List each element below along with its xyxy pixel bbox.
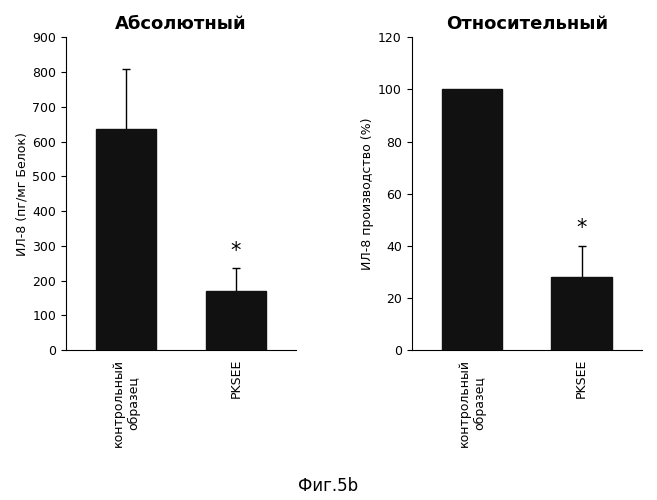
Title: Абсолютный: Абсолютный: [115, 15, 247, 33]
Bar: [96, 130, 156, 350]
Bar: [206, 291, 266, 350]
Y-axis label: ИЛ-8 (пг/мг Белок): ИЛ-8 (пг/мг Белок): [15, 132, 28, 256]
Bar: [551, 277, 612, 350]
Bar: [442, 90, 502, 350]
Text: *: *: [576, 218, 587, 238]
Title: Относительный: Относительный: [445, 15, 608, 33]
Text: *: *: [231, 240, 241, 260]
Y-axis label: ИЛ-8 производство (%): ИЛ-8 производство (%): [361, 118, 374, 270]
Text: Фиг.5b: Фиг.5b: [298, 477, 359, 495]
